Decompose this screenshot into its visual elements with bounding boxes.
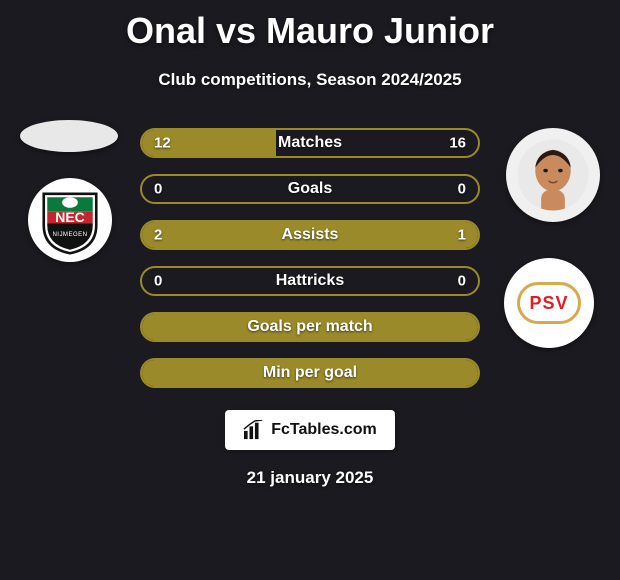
stat-value-left: 12 bbox=[154, 135, 171, 152]
stat-value-right: 0 bbox=[458, 273, 466, 290]
stat-row: Goals per match bbox=[140, 312, 480, 342]
stat-value-right: 16 bbox=[449, 135, 466, 152]
club-badge-right: PSV bbox=[504, 258, 594, 348]
brand-text: FcTables.com bbox=[271, 421, 377, 439]
nec-badge-icon: NEC NIJMEGEN bbox=[35, 185, 105, 255]
stat-label: Hattricks bbox=[142, 272, 478, 290]
face-icon bbox=[516, 138, 590, 212]
svg-text:NIJMEGEN: NIJMEGEN bbox=[52, 231, 87, 238]
stat-label: Goals bbox=[142, 180, 478, 198]
brand-badge: FcTables.com bbox=[225, 410, 395, 450]
stat-row: Hattricks0 0 bbox=[140, 266, 480, 296]
chart-icon bbox=[243, 420, 265, 440]
svg-text:NEC: NEC bbox=[55, 209, 85, 225]
date-label: 21 january 2025 bbox=[0, 468, 620, 488]
stat-value-right: 0 bbox=[458, 181, 466, 198]
club-badge-left: NEC NIJMEGEN bbox=[28, 178, 112, 262]
stat-label: Assists bbox=[142, 226, 478, 244]
player-avatar-left bbox=[20, 120, 118, 152]
stat-row: Goals0 0 bbox=[140, 174, 480, 204]
stat-row: Min per goal bbox=[140, 358, 480, 388]
stat-value-left: 2 bbox=[154, 227, 162, 244]
stat-value-left: 0 bbox=[154, 273, 162, 290]
stat-label: Goals per match bbox=[142, 318, 478, 336]
stat-value-left: 0 bbox=[154, 181, 162, 198]
subtitle: Club competitions, Season 2024/2025 bbox=[0, 70, 620, 90]
stat-row: Matches12 16 bbox=[140, 128, 480, 158]
page-title: Onal vs Mauro Junior bbox=[0, 0, 620, 52]
stat-row: Assists2 1 bbox=[140, 220, 480, 250]
stat-label: Matches bbox=[142, 134, 478, 152]
stat-label: Min per goal bbox=[142, 364, 478, 382]
psv-badge-icon: PSV bbox=[517, 282, 581, 324]
club-abbr-right: PSV bbox=[529, 293, 568, 314]
stat-value-right: 1 bbox=[458, 227, 466, 244]
player-avatar-right bbox=[506, 128, 600, 222]
